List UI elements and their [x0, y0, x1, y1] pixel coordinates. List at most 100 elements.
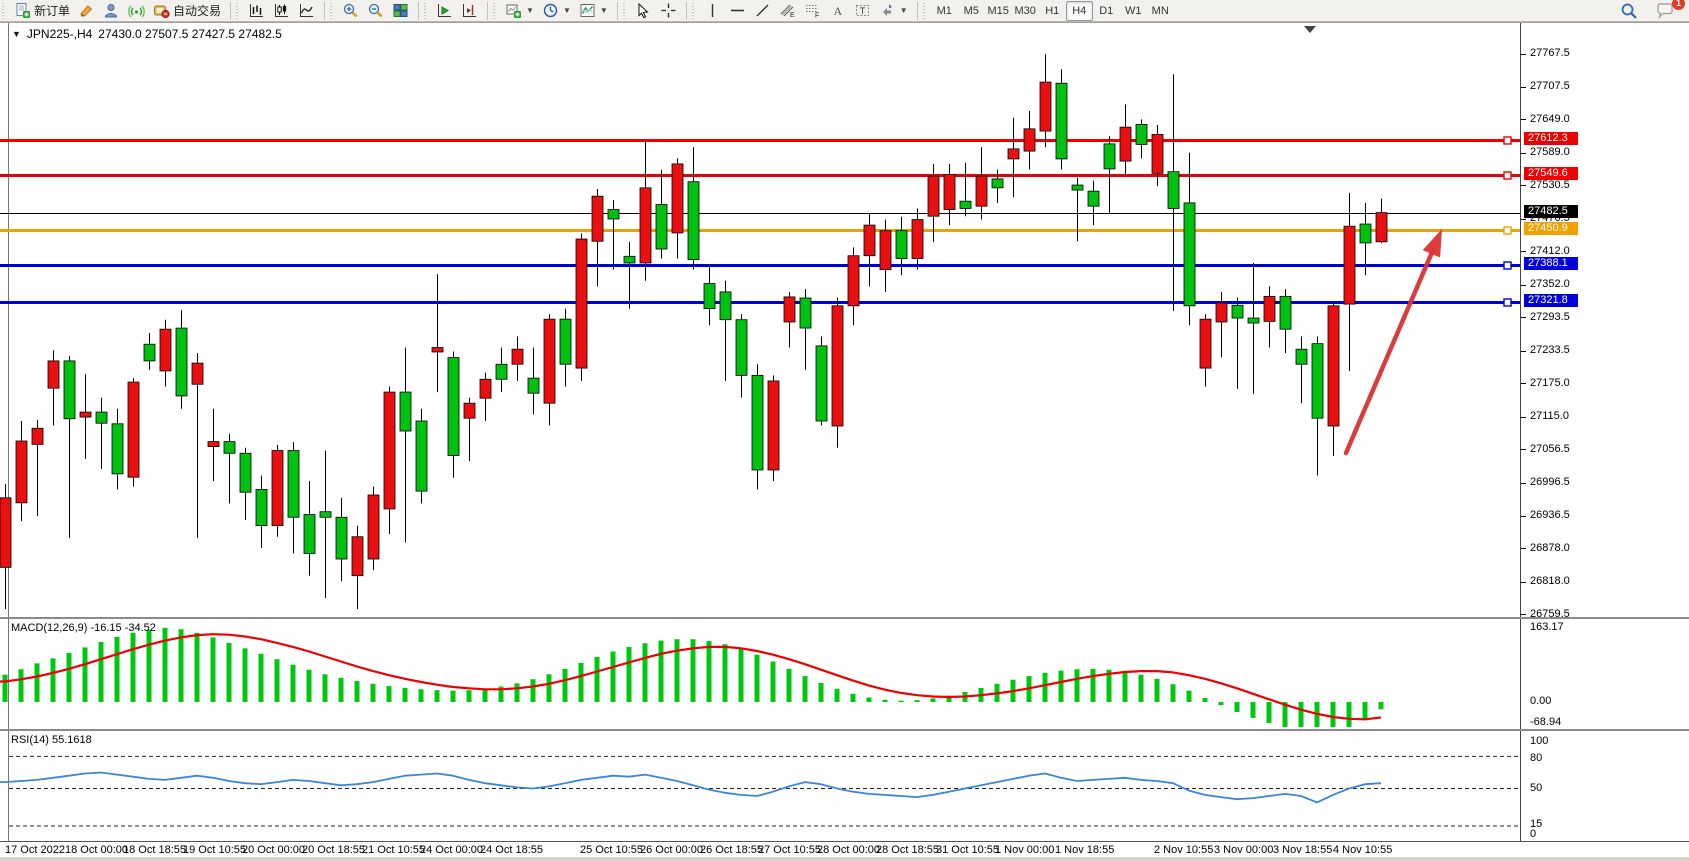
- timeframe-mn[interactable]: MN: [1147, 1, 1174, 21]
- candlestick: [15, 440, 28, 504]
- timeframe-h1[interactable]: H1: [1039, 1, 1066, 21]
- price-line-badge: 27321.8: [1524, 294, 1578, 308]
- timeframe-m5[interactable]: M5: [958, 1, 985, 21]
- macd-histogram-bar: [434, 690, 440, 702]
- macd-histogram-bar: [626, 646, 632, 702]
- chart-shift-button[interactable]: [457, 1, 482, 21]
- chevron-down-icon[interactable]: ▼: [599, 6, 608, 15]
- price-tick-mark: [1521, 350, 1526, 352]
- fibonacci-button[interactable]: F: [800, 1, 825, 21]
- cursor-icon: [635, 2, 652, 19]
- trend-arrow-head[interactable]: [1422, 229, 1442, 258]
- price-tick-label: 27530.5: [1530, 178, 1570, 191]
- candlestick: [1087, 190, 1100, 207]
- line-anchor-marker[interactable]: [1503, 226, 1512, 235]
- crosshair-button[interactable]: [656, 1, 681, 21]
- macd-histogram-bar: [1074, 669, 1080, 702]
- chevron-down-icon[interactable]: ▼: [526, 6, 534, 15]
- time-axis-label: 28 Oct 00:00: [817, 844, 880, 856]
- new-chart-button[interactable]: ▼: [501, 1, 538, 21]
- price-tick-mark: [1521, 152, 1526, 154]
- candlestick: [319, 511, 332, 518]
- timeframe-m1[interactable]: M1: [931, 1, 958, 21]
- auto-scroll-button[interactable]: [432, 1, 457, 21]
- vertical-line-button[interactable]: [700, 1, 725, 21]
- horizontal-line-button[interactable]: [725, 1, 750, 21]
- chevron-down-icon[interactable]: ▼: [562, 6, 571, 15]
- chart-shift-marker-icon[interactable]: [1304, 26, 1316, 33]
- timeframe-m15[interactable]: M15: [985, 1, 1012, 21]
- line-anchor-marker[interactable]: [1503, 261, 1512, 270]
- candlestick: [575, 238, 588, 369]
- time-axis: 17 Oct 2022 18 Oct 00:00 18 Oct 18:55 19 Oc…: [0, 841, 1689, 857]
- price-tick-label: 26936.5: [1530, 509, 1570, 522]
- period-button[interactable]: ▼: [538, 1, 575, 21]
- shapes-button[interactable]: ▼: [875, 1, 912, 21]
- zoom-out-button[interactable]: [363, 1, 388, 21]
- search-icon: [1619, 1, 1639, 21]
- price-tick-label: 27115.0: [1530, 410, 1569, 423]
- profile-button[interactable]: [99, 1, 124, 21]
- candlestick: [1055, 82, 1068, 160]
- timeframe-m30[interactable]: M30: [1012, 1, 1039, 21]
- trend-arrow[interactable]: [1343, 246, 1436, 456]
- zoom-in-button[interactable]: [338, 1, 363, 21]
- line-anchor-marker[interactable]: [1503, 171, 1512, 180]
- chevron-down-icon[interactable]: ▼: [899, 6, 908, 15]
- line-anchor-marker[interactable]: [1503, 298, 1512, 307]
- macd-axis-label: 0.00: [1530, 695, 1552, 707]
- price-tick-mark: [1521, 317, 1526, 319]
- candlestick: [431, 347, 444, 353]
- candlestick-chart-button[interactable]: [269, 1, 294, 21]
- trendline-button[interactable]: [750, 1, 775, 21]
- timeframe-w1[interactable]: W1: [1120, 1, 1147, 21]
- new-order-button-label: 新订单: [34, 4, 71, 18]
- signal-button[interactable]: [124, 1, 149, 21]
- channel-button[interactable]: E: [775, 1, 800, 21]
- chart-menu-icon[interactable]: ▼: [12, 29, 21, 39]
- time-axis-label: 25 Oct 10:55: [580, 844, 643, 856]
- zoom-in-icon: [342, 2, 359, 19]
- timeframe-h4[interactable]: H4: [1065, 0, 1093, 21]
- candlestick: [1023, 128, 1036, 152]
- autotrading-button[interactable]: 自动交易: [149, 1, 225, 21]
- price-tick-mark: [1521, 251, 1526, 253]
- macd-histogram-bar: [850, 693, 856, 702]
- label-button[interactable]: T: [850, 1, 875, 21]
- macd-histogram-bar: [882, 699, 888, 702]
- timeframe-m15-label: M15: [987, 4, 1009, 17]
- price-tick-label: 26818.0: [1530, 575, 1570, 588]
- line-anchor-marker[interactable]: [1503, 136, 1512, 145]
- timeframe-m5-label: M5: [963, 4, 979, 17]
- macd-histogram-bar: [562, 668, 568, 702]
- time-axis-label: 24 Oct 18:55: [480, 844, 543, 856]
- new-order-button[interactable]: 新订单: [10, 1, 74, 21]
- price-tick-mark: [1521, 218, 1526, 220]
- macd-histogram-bar: [258, 653, 264, 702]
- toolbar-grip: [330, 2, 335, 19]
- toolbar-separator: [916, 1, 918, 20]
- candlestick: [1215, 302, 1228, 323]
- price-tick-mark: [1521, 185, 1526, 187]
- macd-signal-line: [0, 633, 1382, 721]
- macd-histogram-bar: [1154, 678, 1160, 702]
- bar-chart-button[interactable]: [244, 1, 269, 21]
- candlestick: [735, 319, 748, 376]
- toolbar-separator: [324, 1, 326, 20]
- line-chart-button[interactable]: [294, 1, 319, 21]
- time-axis-label: 20 Oct 18:55: [302, 844, 365, 856]
- tile-windows-button[interactable]: [388, 1, 413, 21]
- macd-histogram-bar: [1058, 670, 1064, 702]
- price-tick-mark: [1521, 581, 1526, 583]
- chat-button[interactable]: 1: [1651, 0, 1685, 21]
- search-button[interactable]: [1615, 1, 1643, 21]
- text-button[interactable]: A: [825, 1, 850, 21]
- pencil-button[interactable]: [74, 1, 99, 21]
- toolbar: 新订单 自动交易 ▼ ▼ ▼ E F A T ▼ M1 M5 M15 M30 H1 H4 D1 W1 MN 1: [0, 0, 1689, 22]
- macd-histogram-bar: [18, 669, 24, 702]
- price-tick-label: 26996.5: [1530, 476, 1570, 489]
- indicators-button[interactable]: ▼: [575, 1, 612, 21]
- macd-histogram-bar: [34, 663, 40, 702]
- timeframe-d1[interactable]: D1: [1093, 1, 1120, 21]
- cursor-button[interactable]: [631, 1, 656, 21]
